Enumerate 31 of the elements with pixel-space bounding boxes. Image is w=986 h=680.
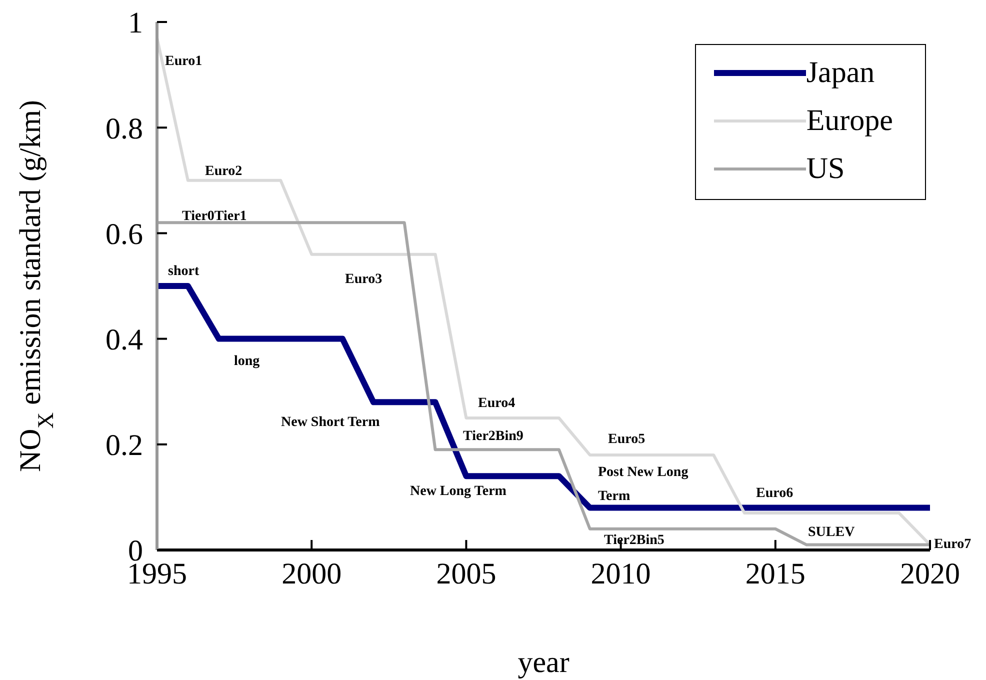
x-tick-label: 2000: [282, 557, 342, 590]
annotation: Euro6: [756, 486, 794, 502]
annotation: Post New Long Term: [598, 465, 688, 504]
x-tick-label: 2010: [590, 557, 651, 590]
x-tick-label: 2015: [745, 557, 806, 590]
annotation: Tier2Bin9: [463, 429, 524, 444]
y-tick-label: 0.6: [106, 218, 143, 251]
annotation: Tier2Bin5: [604, 533, 664, 548]
annotation: Tier0Tier1: [182, 209, 247, 224]
text: Euro7: [934, 537, 972, 552]
annotation: Euro5: [608, 432, 646, 448]
annotation: Euro3: [345, 272, 382, 288]
y-tick-label: 0.2: [106, 429, 143, 462]
annotation: Euro4: [478, 396, 516, 412]
x-axis-title: year: [518, 646, 570, 679]
y-tick-label: 1: [128, 6, 143, 40]
annotation: Euro2: [205, 164, 242, 180]
x-tick-label: 2020: [900, 557, 960, 590]
line-series: [157, 221, 930, 546]
legend-label: Europe: [806, 104, 893, 138]
x-tick-label: 2005: [436, 557, 496, 590]
y-tick-label: 0.4: [106, 323, 143, 356]
annotation: SULEV: [808, 525, 855, 540]
annotation: long: [234, 354, 260, 370]
annotation: New Short Term: [281, 415, 380, 430]
annotation: Euro1: [165, 54, 202, 70]
annotation: short: [168, 264, 200, 280]
y-tick-label: 0.8: [106, 112, 143, 146]
annotation: New Long Term: [410, 484, 507, 500]
legend-label: US: [806, 152, 845, 186]
legend-label: Japan: [806, 56, 875, 90]
